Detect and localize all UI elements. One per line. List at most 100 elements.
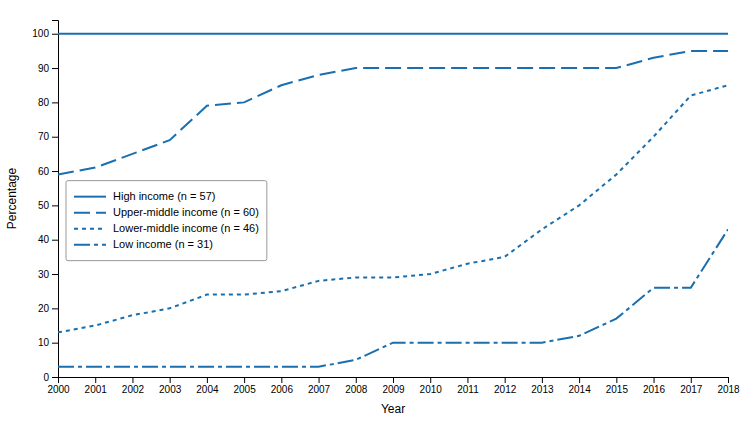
legend-swatch (74, 228, 106, 230)
tick: 10 (38, 337, 58, 348)
tick: 2000 (47, 377, 70, 395)
tick-mark (579, 377, 580, 383)
y-axis: 0102030405060708090100 (32, 21, 58, 383)
tick-label: 100 (32, 28, 49, 39)
tick-mark (52, 34, 58, 35)
series-line (58, 33, 728, 35)
plot: 2000200120022003200420052006200720082009… (32, 21, 740, 396)
lines (58, 34, 728, 367)
tick-label: 2010 (420, 384, 443, 395)
x-axis: 2000 2001 2002 2003 2004 2005 2006 2007 2008 2009… (47, 377, 740, 395)
tick-label: 2018 (717, 384, 740, 395)
tick: 2002 (122, 377, 145, 395)
tick-label: 90 (38, 63, 50, 74)
tick-mark (244, 377, 245, 383)
tick: 2011 (457, 377, 479, 395)
tick-label: 50 (38, 200, 50, 211)
tick-mark (281, 377, 282, 383)
tick: 2008 (345, 377, 368, 395)
tick: 50 (38, 200, 58, 211)
legend-label: Upper-middle income (n = 60) (113, 207, 259, 219)
tick-label: 20 (38, 303, 50, 314)
tick: 90 (38, 63, 58, 74)
tick-label: 2006 (271, 384, 294, 395)
tick-label: 2000 (47, 384, 70, 395)
tick-mark (52, 377, 58, 378)
tick: 60 (38, 166, 58, 177)
tick-mark (52, 137, 58, 138)
tick-label: 2016 (643, 384, 666, 395)
tick: 2013 (531, 377, 554, 395)
tick-mark (654, 377, 655, 383)
tick-mark (319, 377, 320, 383)
tick-label: 70 (38, 131, 50, 142)
tick-label: 2002 (122, 384, 145, 395)
tick-mark (393, 377, 394, 383)
tick-label: 2004 (196, 384, 219, 395)
tick-label: 2013 (531, 384, 554, 395)
tick: 2001 (85, 377, 108, 395)
chart: 2000200120022003200420052006200720082009… (0, 0, 750, 423)
tick: 40 (38, 234, 58, 245)
tick: 20 (38, 303, 58, 314)
tick: 2007 (308, 377, 331, 395)
tick-mark (52, 205, 58, 206)
tick: 2010 (420, 377, 443, 395)
legend: High income (n = 57)Upper-middle income … (66, 181, 267, 261)
tick: 2005 (233, 377, 256, 395)
tick-mark (170, 377, 171, 383)
tick-mark (430, 377, 431, 383)
tick-mark (728, 377, 729, 383)
tick-label: 2017 (680, 384, 703, 395)
legend-label: Low income (n = 31) (113, 239, 213, 251)
tick-label: 2003 (159, 384, 182, 395)
tick-label: 2009 (382, 384, 405, 395)
tick-label: 2014 (568, 384, 591, 395)
axis-line (52, 21, 59, 378)
tick-mark (52, 102, 58, 103)
legend-swatch (74, 212, 106, 214)
tick-label: 2007 (308, 384, 331, 395)
tick-mark (132, 377, 133, 383)
tick-label: 2011 (457, 384, 479, 395)
tick-mark (52, 68, 58, 69)
legend-swatch (74, 244, 106, 246)
tick-label: 10 (38, 337, 50, 348)
legend-label: Lower-middle income (n = 46) (113, 223, 259, 235)
tick-label: 2001 (85, 384, 108, 395)
tick: 30 (38, 269, 58, 280)
y-axis-title: Percentage (5, 167, 19, 229)
tick: 2009 (382, 377, 405, 395)
tick-mark (542, 377, 543, 383)
tick-mark (505, 377, 506, 383)
tick-label: 40 (38, 234, 50, 245)
tick: 100 (32, 28, 58, 39)
tick: 2017 (680, 377, 703, 395)
tick-label: 2008 (345, 384, 368, 395)
tick-mark (52, 240, 58, 241)
series-line (58, 85, 728, 332)
tick-mark (52, 171, 58, 172)
tick: 0 (43, 372, 58, 383)
series-line (58, 51, 728, 175)
tick-label: 60 (38, 166, 50, 177)
tick: 2004 (196, 377, 219, 395)
tick-label: 2012 (494, 384, 517, 395)
tick: 2015 (606, 377, 629, 395)
series-line (58, 229, 728, 366)
tick: 2016 (643, 377, 666, 395)
tick-mark (207, 377, 208, 383)
tick-label: 0 (43, 372, 49, 383)
tick: 70 (38, 131, 58, 142)
tick-mark (467, 377, 468, 383)
tick: 2014 (568, 377, 591, 395)
legend-swatch (74, 196, 106, 198)
tick-mark (356, 377, 357, 383)
tick-label: 2015 (606, 384, 629, 395)
legend-frame (66, 181, 267, 261)
tick: 2012 (494, 377, 517, 395)
tick: 2003 (159, 377, 182, 395)
tick-label: 2005 (233, 384, 256, 395)
tick-mark (95, 377, 96, 383)
x-axis-title: Year (381, 402, 405, 416)
